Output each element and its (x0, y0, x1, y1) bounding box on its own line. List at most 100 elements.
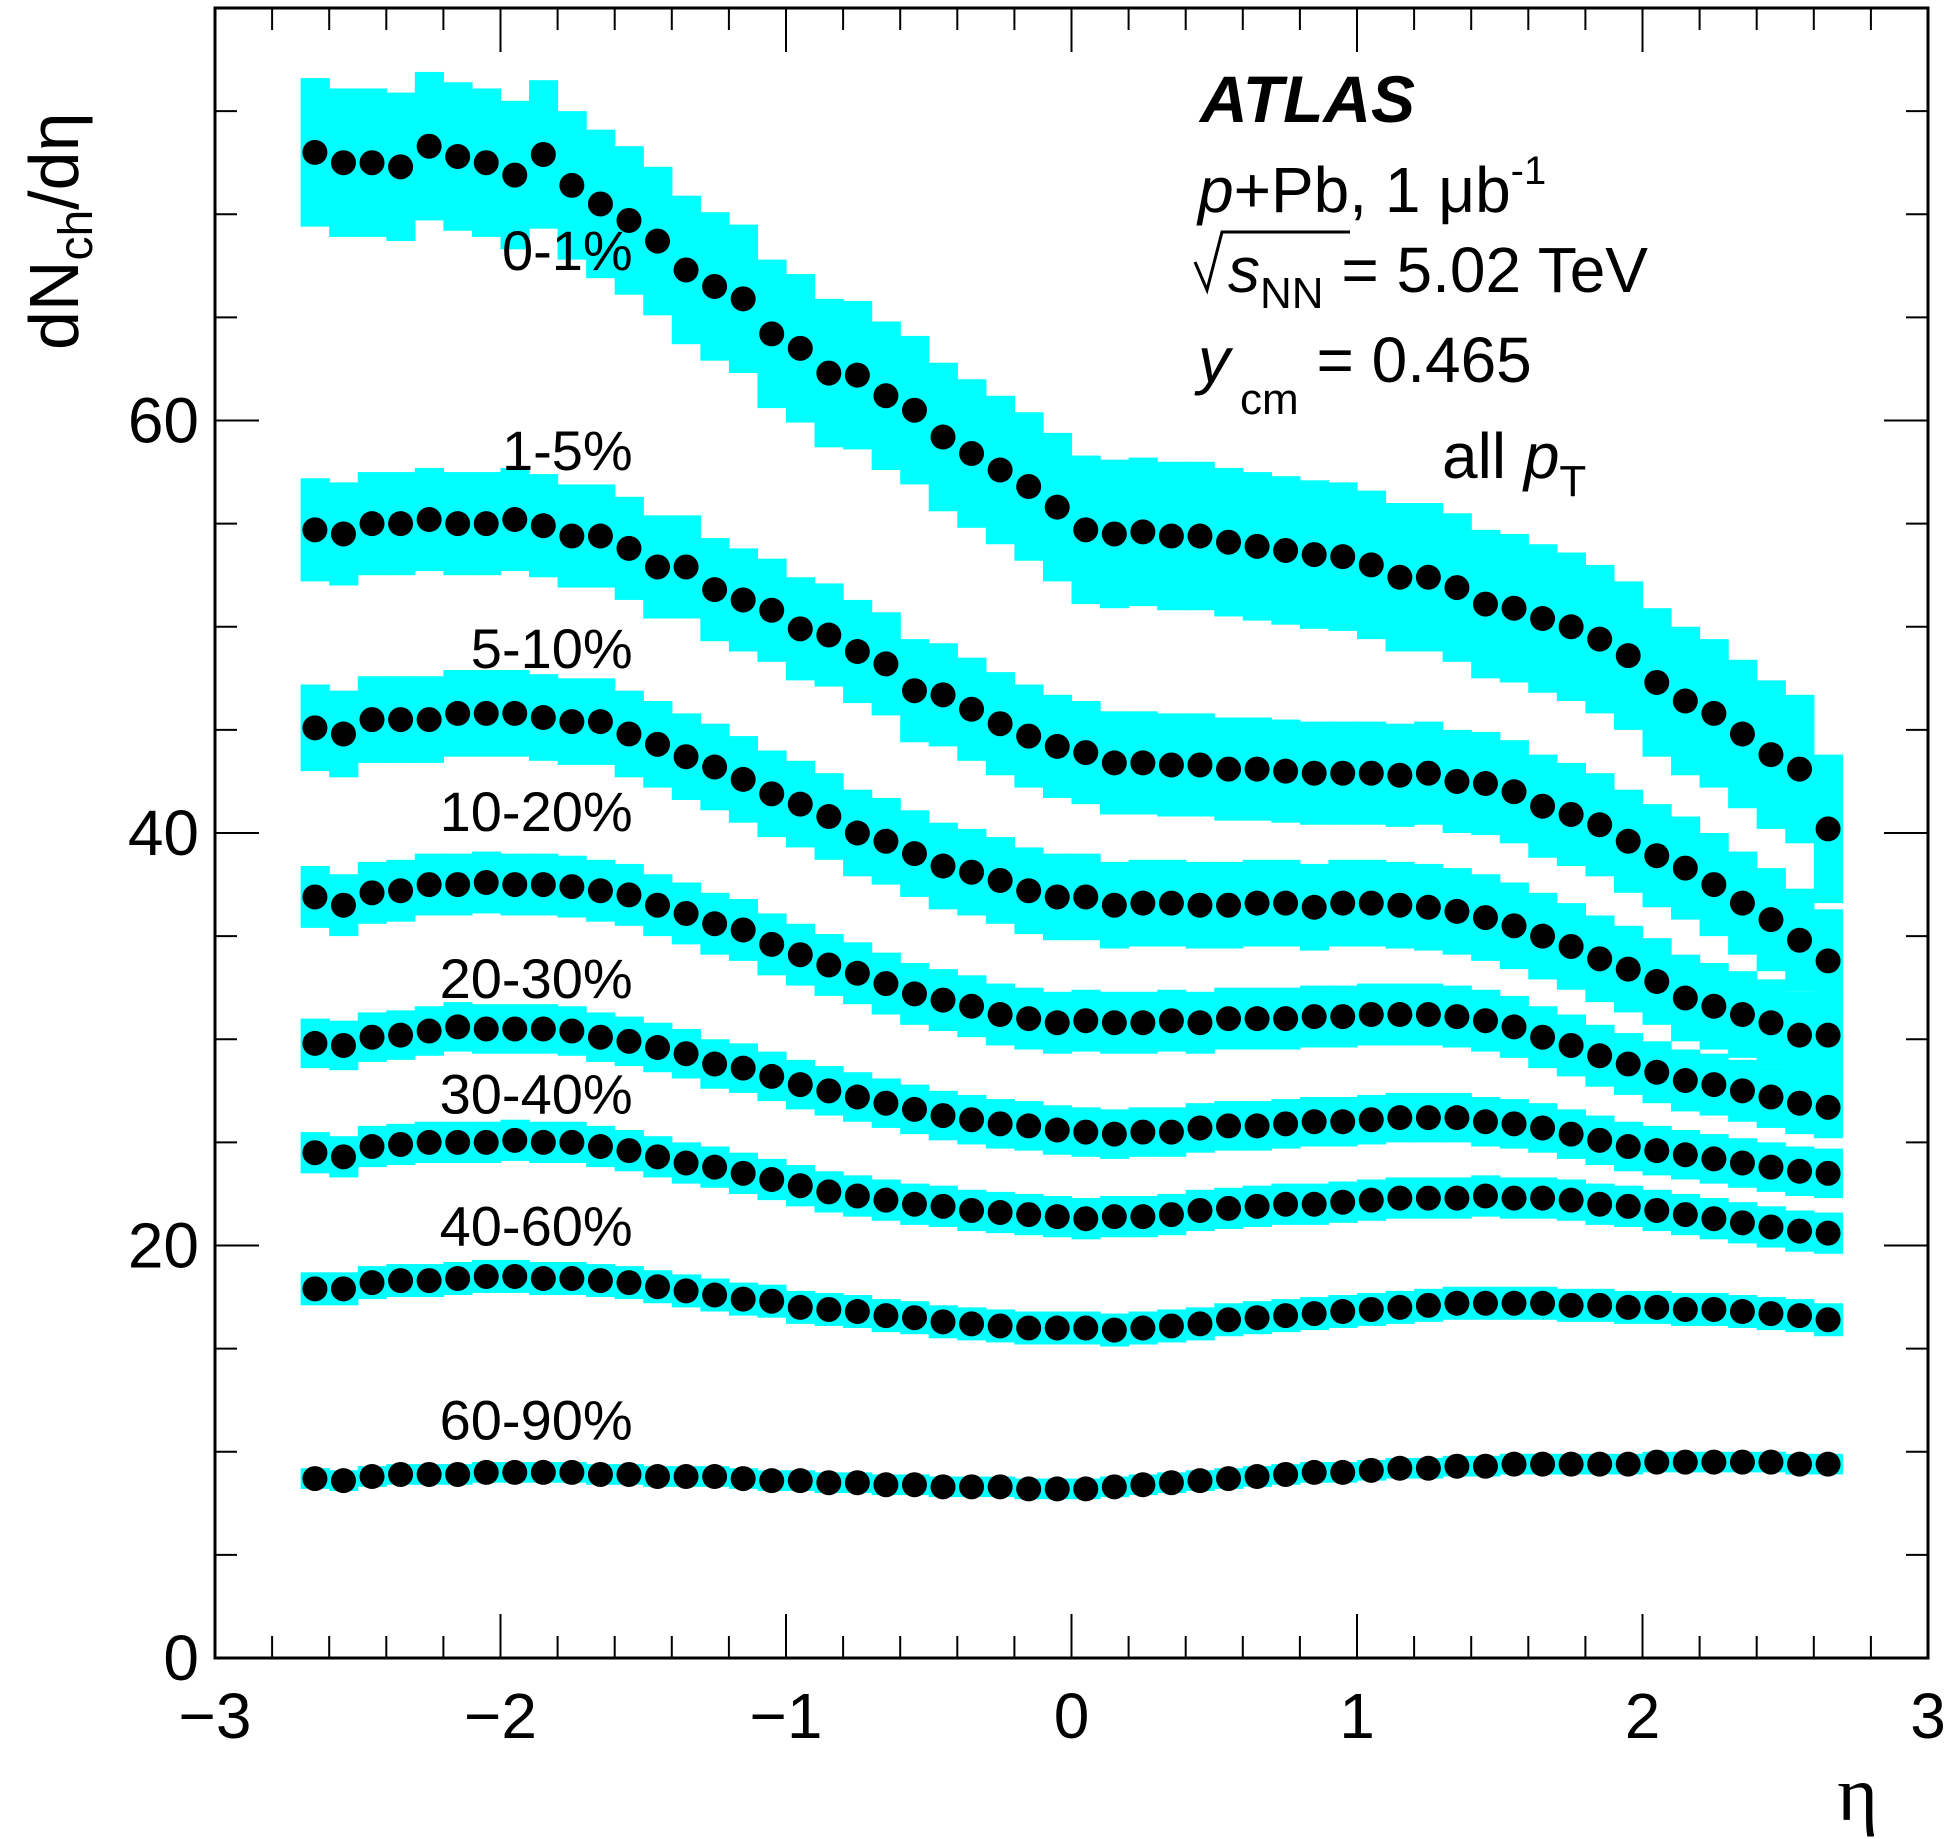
point-40-60pct-27 (1073, 1315, 1099, 1341)
point-40-60pct-46 (1615, 1294, 1641, 1320)
point-60-90pct-18 (816, 1470, 842, 1496)
point-60-90pct-15 (730, 1466, 756, 1492)
point-0-1pct-14 (702, 273, 728, 299)
point-60-90pct-45 (1587, 1451, 1613, 1477)
point-40-60pct-11 (616, 1270, 642, 1296)
point-1-5pct-8 (530, 513, 556, 539)
point-0-1pct-25 (1016, 474, 1042, 499)
point-30-40pct-42 (1501, 1185, 1527, 1211)
point-20-30pct-5 (445, 1014, 471, 1040)
point-1-5pct-28 (1101, 750, 1127, 776)
point-30-40pct-14 (702, 1154, 728, 1180)
point-5-10pct-20 (873, 828, 899, 854)
point-0-1pct-4 (416, 133, 442, 159)
point-30-40pct-53 (1815, 1220, 1841, 1246)
point-0-1pct-51 (1758, 742, 1784, 768)
info-line-collision: p+Pb, 1 μb-1 (1196, 149, 1546, 226)
point-20-30pct-48 (1672, 1142, 1698, 1168)
point-1-5pct-39 (1415, 760, 1441, 786)
point-1-5pct-30 (1158, 752, 1184, 778)
point-40-60pct-12 (645, 1274, 671, 1300)
point-60-90pct-53 (1815, 1451, 1841, 1477)
point-1-5pct-21 (901, 678, 927, 704)
point-60-90pct-5 (445, 1461, 471, 1487)
point-5-10pct-35 (1301, 894, 1327, 920)
point-0-1pct-22 (930, 424, 956, 450)
point-30-40pct-30 (1158, 1202, 1184, 1228)
point-1-5pct-43 (1530, 793, 1556, 819)
point-10-20pct-44 (1558, 1032, 1584, 1058)
point-1-5pct-40 (1444, 768, 1470, 794)
point-0-1pct-42 (1501, 595, 1527, 621)
point-0-1pct-1 (330, 150, 356, 176)
point-60-90pct-35 (1301, 1459, 1327, 1485)
point-5-10pct-48 (1672, 985, 1698, 1011)
point-0-1pct-32 (1216, 529, 1242, 555)
point-60-90pct-34 (1273, 1461, 1299, 1487)
point-60-90pct-10 (587, 1461, 613, 1487)
point-30-40pct-10 (587, 1134, 613, 1159)
point-40-60pct-2 (359, 1270, 385, 1296)
point-40-60pct-3 (388, 1268, 414, 1294)
point-10-20pct-29 (1130, 1010, 1156, 1036)
experiment-label: ATLAS (1198, 62, 1415, 136)
point-60-90pct-24 (987, 1474, 1013, 1500)
point-1-5pct-22 (930, 682, 956, 708)
point-30-40pct-32 (1216, 1195, 1242, 1221)
point-20-30pct-49 (1701, 1146, 1727, 1172)
series-label-10-20pct: 10-20% (440, 780, 633, 843)
point-5-10pct-28 (1101, 892, 1127, 918)
info-line4-pre: all (1442, 420, 1524, 492)
point-10-20pct-4 (416, 872, 442, 898)
point-1-5pct-24 (987, 711, 1013, 737)
point-1-5pct-37 (1358, 760, 1384, 786)
info-line1-sup: -1 (1511, 149, 1547, 193)
point-1-5pct-46 (1615, 828, 1641, 854)
point-10-20pct-5 (445, 872, 471, 898)
point-5-10pct-39 (1415, 894, 1441, 920)
point-60-90pct-1 (330, 1468, 356, 1494)
point-5-10pct-6 (473, 700, 499, 726)
point-1-5pct-18 (816, 622, 842, 648)
point-30-40pct-29 (1130, 1204, 1156, 1230)
point-40-60pct-15 (730, 1286, 756, 1312)
point-40-60pct-42 (1501, 1290, 1527, 1316)
point-20-30pct-37 (1358, 1107, 1384, 1133)
tick-labels: −3 −2 −1 0 1 2 3 0 20 40 60 (128, 385, 1946, 1753)
point-0-1pct-30 (1158, 523, 1184, 549)
series-label-1-5pct: 1-5% (502, 419, 633, 482)
point-0-1pct-43 (1530, 606, 1556, 631)
point-0-1pct-48 (1672, 688, 1698, 714)
point-40-60pct-47 (1644, 1294, 1670, 1320)
point-30-40pct-41 (1472, 1183, 1498, 1209)
point-0-1pct-15 (730, 286, 756, 312)
point-10-20pct-27 (1073, 1008, 1099, 1034)
point-1-5pct-36 (1330, 760, 1356, 786)
x-tick-label: 2 (1625, 1680, 1661, 1752)
point-20-30pct-36 (1330, 1109, 1356, 1135)
y-axis-label-tail: /dη (15, 113, 93, 210)
point-40-60pct-48 (1672, 1296, 1698, 1322)
point-1-5pct-6 (473, 511, 499, 537)
point-30-40pct-23 (959, 1197, 985, 1223)
y-tick-label: 0 (163, 1622, 199, 1694)
point-60-90pct-36 (1330, 1459, 1356, 1485)
point-60-90pct-46 (1615, 1451, 1641, 1477)
point-60-90pct-16 (759, 1468, 785, 1494)
point-60-90pct-28 (1101, 1474, 1127, 1500)
point-60-90pct-52 (1787, 1451, 1813, 1477)
point-30-40pct-31 (1187, 1197, 1213, 1223)
point-5-10pct-3 (388, 707, 414, 733)
point-40-60pct-32 (1216, 1307, 1242, 1333)
point-0-1pct-29 (1130, 519, 1156, 545)
info-line3-rest: = 0.465 (1299, 324, 1532, 396)
point-1-5pct-27 (1073, 740, 1099, 766)
point-20-30pct-3 (388, 1022, 414, 1048)
point-30-40pct-37 (1358, 1187, 1384, 1213)
info-pt-p: p (1522, 420, 1560, 492)
point-40-60pct-30 (1158, 1313, 1184, 1339)
point-5-10pct-42 (1501, 913, 1527, 939)
point-10-20pct-11 (616, 882, 642, 908)
point-10-20pct-28 (1101, 1010, 1127, 1036)
